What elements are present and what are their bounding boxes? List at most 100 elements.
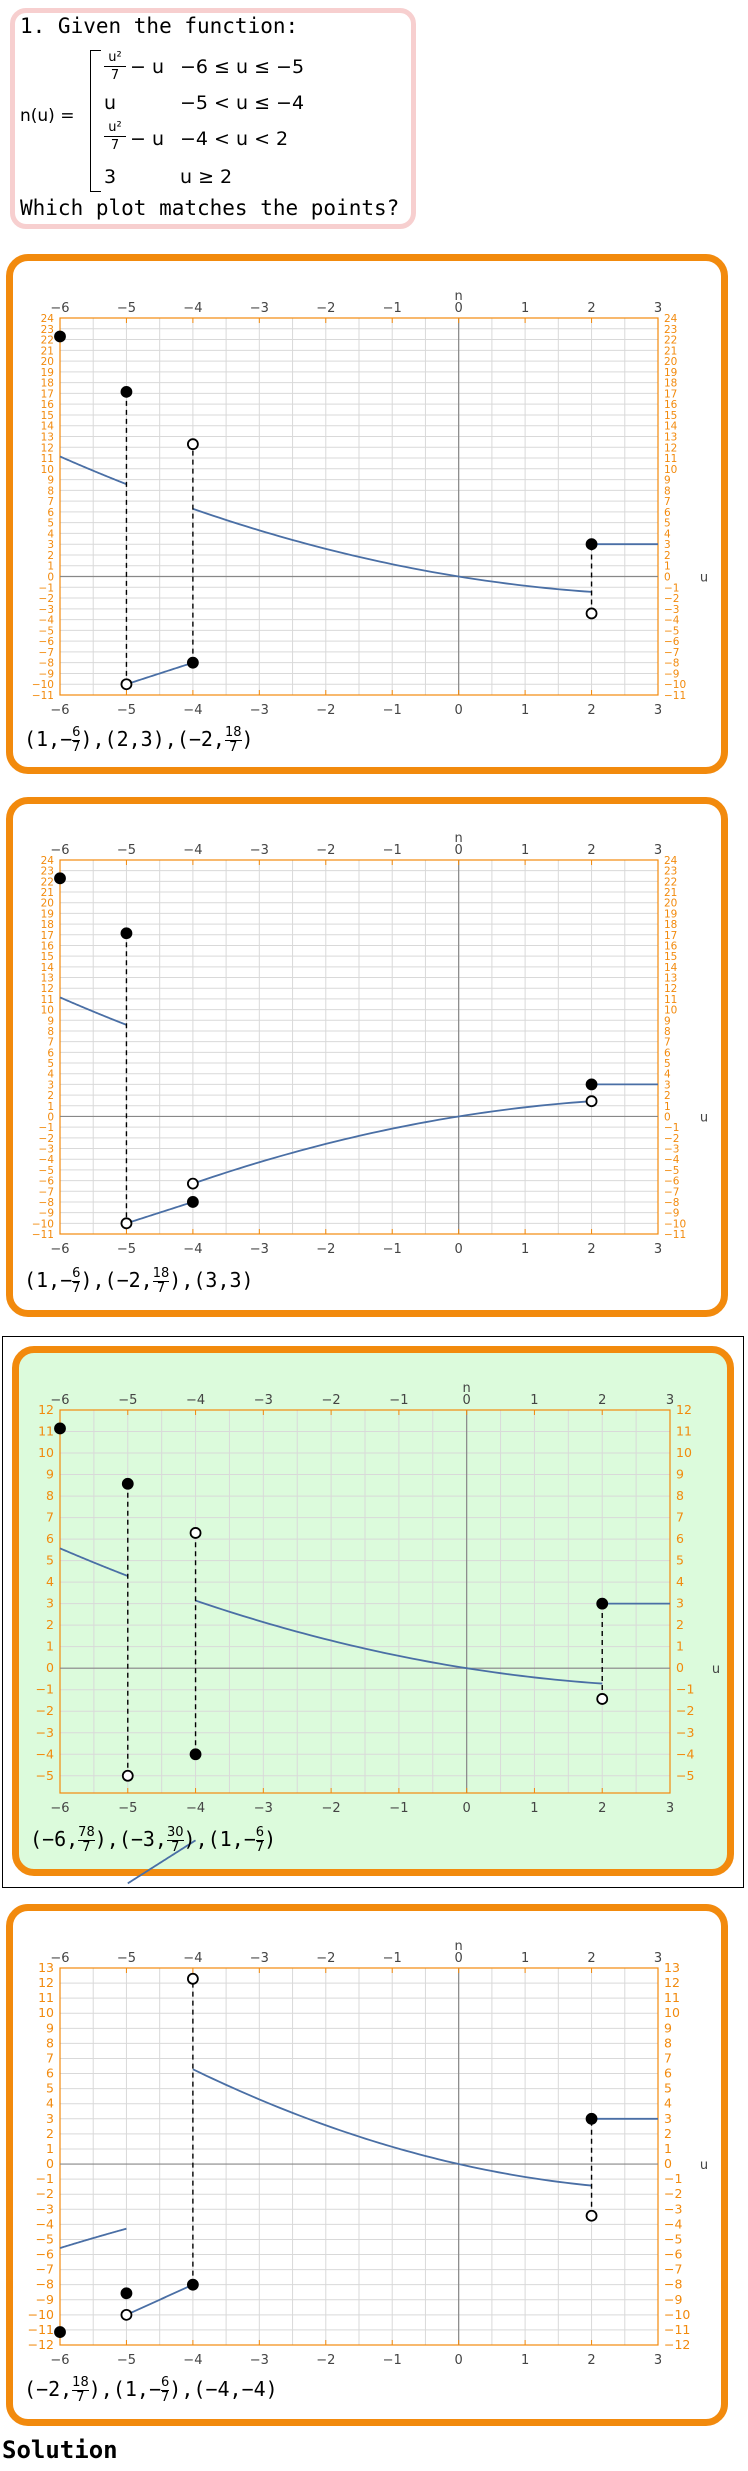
plot-d-series-piece-2 bbox=[126, 2283, 194, 2316]
plot-c-x-axis-label: u bbox=[712, 1662, 720, 1677]
plot-d-closed-point bbox=[585, 2112, 598, 2125]
plot-c-open-point bbox=[189, 1527, 202, 1539]
plot-a-y-tick-label: 18 bbox=[41, 378, 54, 390]
plot-d-x-tick-label: −2 bbox=[316, 2353, 335, 2368]
caption-numerator: 30 bbox=[166, 1825, 184, 1840]
plot-a-y-tick-label: 4 bbox=[47, 528, 54, 540]
caption-fraction: 18 7 bbox=[224, 726, 242, 755]
plot-a-y-tick-label: 11 bbox=[664, 453, 677, 465]
plot-d-y-tick-label: −1 bbox=[36, 2171, 54, 2186]
plot-d-y-tick-label: −12 bbox=[664, 2337, 690, 2352]
piece-3-fraction: u² 7 bbox=[104, 120, 126, 153]
plot-a-x-tick-label: 1 bbox=[521, 703, 529, 718]
plot-d-y-tick-label: 7 bbox=[46, 2050, 54, 2065]
piece-2-condition: −5 < u ≤ −4 bbox=[180, 92, 305, 114]
plot-b-x-axis-label: u bbox=[700, 1110, 708, 1125]
plot-d-y-tick-label: −1 bbox=[664, 2171, 682, 2186]
piece-3-tail: − u bbox=[130, 128, 165, 150]
piece-3-denominator: 7 bbox=[110, 138, 120, 153]
plot-c-y-tick-label: −2 bbox=[676, 1703, 694, 1718]
plot-c-y-tick-label: −5 bbox=[676, 1768, 694, 1783]
plot-a-y-tick-label: 12 bbox=[41, 442, 54, 454]
plot-a-y-tick-label: 17 bbox=[41, 388, 54, 400]
plot-b-y-tick-label: 6 bbox=[47, 1047, 54, 1059]
plot-c-y-tick-label: −1 bbox=[36, 1682, 54, 1697]
caption-denominator: 7 bbox=[152, 1281, 170, 1296]
plot-b-y-tick-label: −6 bbox=[39, 1176, 55, 1188]
caption-point: (2,3) bbox=[104, 727, 165, 751]
piece-1-tail: − u bbox=[130, 56, 165, 78]
plot-b-open-point bbox=[120, 1217, 133, 1230]
plot-b-closed-point bbox=[186, 1196, 199, 1208]
plot-b-closed-point bbox=[585, 1078, 598, 1091]
plot-a-open-point bbox=[585, 607, 598, 620]
plot-c-y-tick-label: 3 bbox=[676, 1596, 684, 1611]
plot-d-y-tick-label: −3 bbox=[664, 2201, 682, 2216]
plot-b-y-tick-label: 5 bbox=[47, 1058, 54, 1070]
answer-option-c[interactable] bbox=[12, 1346, 734, 1876]
plot-b-y-tick-label: 0 bbox=[47, 1111, 54, 1123]
piece-1-condition: −6 ≤ u ≤ −5 bbox=[180, 56, 305, 78]
plot-b-y-tick-label: −6 bbox=[664, 1176, 680, 1188]
plot-d-x-tick-label: −3 bbox=[250, 2353, 269, 2368]
plot-b-y-tick-label: −11 bbox=[664, 1229, 686, 1241]
plot-b-y-tick-label: 23 bbox=[41, 866, 54, 878]
plot-a-y-tick-label: 2 bbox=[664, 550, 671, 562]
plot-b-y-tick-label: 12 bbox=[41, 983, 54, 995]
plot-a-y-tick-label: −11 bbox=[32, 690, 54, 702]
plot-a-y-tick-label: −3 bbox=[664, 604, 679, 616]
plot-b-y-tick-label: 21 bbox=[41, 887, 54, 899]
plot-a-x-tick-label: −4 bbox=[183, 703, 202, 718]
caption-denominator: 7 bbox=[72, 1281, 81, 1296]
plot-c-y-tick-label: 1 bbox=[676, 1639, 684, 1654]
plot-a-y-tick-label: 13 bbox=[41, 431, 54, 443]
plot-d-y-tick-label: −11 bbox=[664, 2322, 690, 2337]
plot-d-y-tick-label: 10 bbox=[38, 2005, 54, 2020]
plot-b-open-point bbox=[186, 1177, 199, 1190]
plot-d-x-tick-label: 3 bbox=[654, 1951, 662, 1966]
function-name: n(u) = bbox=[20, 106, 75, 126]
plot-a-y-tick-label: 5 bbox=[664, 518, 671, 530]
plot-d-y-tick-label: −6 bbox=[36, 2247, 54, 2262]
plot-c-x-tick-label: −5 bbox=[118, 1801, 137, 1816]
plot-b-y-tick-label: 24 bbox=[41, 855, 55, 867]
plot-b-y-tick-label: −4 bbox=[39, 1154, 55, 1166]
plot-c-y-tick-label: −3 bbox=[36, 1725, 54, 1740]
plot-c-closed-point bbox=[121, 1477, 134, 1490]
plot-a-y-tick-label: −8 bbox=[39, 658, 54, 670]
plot-b-y-tick-label: −7 bbox=[664, 1186, 679, 1198]
caption-option-b: (1,− 6 7),(−2, 18 7),(3,3) bbox=[24, 1266, 254, 1296]
plot-a-y-tick-label: −6 bbox=[664, 636, 680, 648]
plot-a-series-piece-1 bbox=[59, 455, 127, 486]
plot-c-x-tick-label: −6 bbox=[50, 1393, 69, 1408]
plot-d-x-axis-label: u bbox=[700, 2158, 708, 2173]
plot-d-y-tick-label: −2 bbox=[36, 2186, 54, 2201]
plot-b-series-piece-1 bbox=[59, 996, 127, 1026]
caption-denominator: 7 bbox=[255, 1840, 265, 1855]
plot-a-y-tick-label: 5 bbox=[47, 518, 54, 530]
question-prompt: Which plot matches the points? bbox=[20, 196, 400, 220]
plot-c-y-tick-label: 12 bbox=[38, 1402, 54, 1417]
plot-c-x-tick-label: 1 bbox=[530, 1393, 538, 1408]
plot-b-y-tick-label: −5 bbox=[39, 1165, 54, 1177]
plot-d-y-tick-label: 0 bbox=[46, 2156, 54, 2171]
plot-d-y-tick-label: 3 bbox=[664, 2111, 672, 2126]
plot-b-x-tick-label: −2 bbox=[316, 843, 335, 858]
plot-b-x-tick-label: 2 bbox=[587, 843, 595, 858]
piece-4-condition: u ≥ 2 bbox=[180, 166, 233, 188]
plot-b-y-tick-label: 13 bbox=[41, 973, 54, 985]
plot-c-y-tick-label: −4 bbox=[36, 1746, 54, 1761]
plot-a-y-tick-label: 0 bbox=[664, 572, 671, 584]
plot-d-y-tick-label: −2 bbox=[664, 2186, 682, 2201]
plot-c-x-tick-label: −3 bbox=[254, 1393, 273, 1408]
plot-b-x-tick-label: 0 bbox=[455, 1242, 463, 1257]
plot-b-open-point bbox=[585, 1095, 598, 1108]
plot-b-x-tick-label: −4 bbox=[183, 843, 202, 858]
plot-d-y-tick-label: 9 bbox=[664, 2020, 672, 2035]
plot-a-y-tick-label: 21 bbox=[41, 345, 54, 357]
plot-b-y-tick-label: −7 bbox=[39, 1186, 54, 1198]
plot-c-y-tick-label: 12 bbox=[676, 1402, 692, 1417]
plot-c-x-tick-label: 0 bbox=[463, 1801, 471, 1816]
